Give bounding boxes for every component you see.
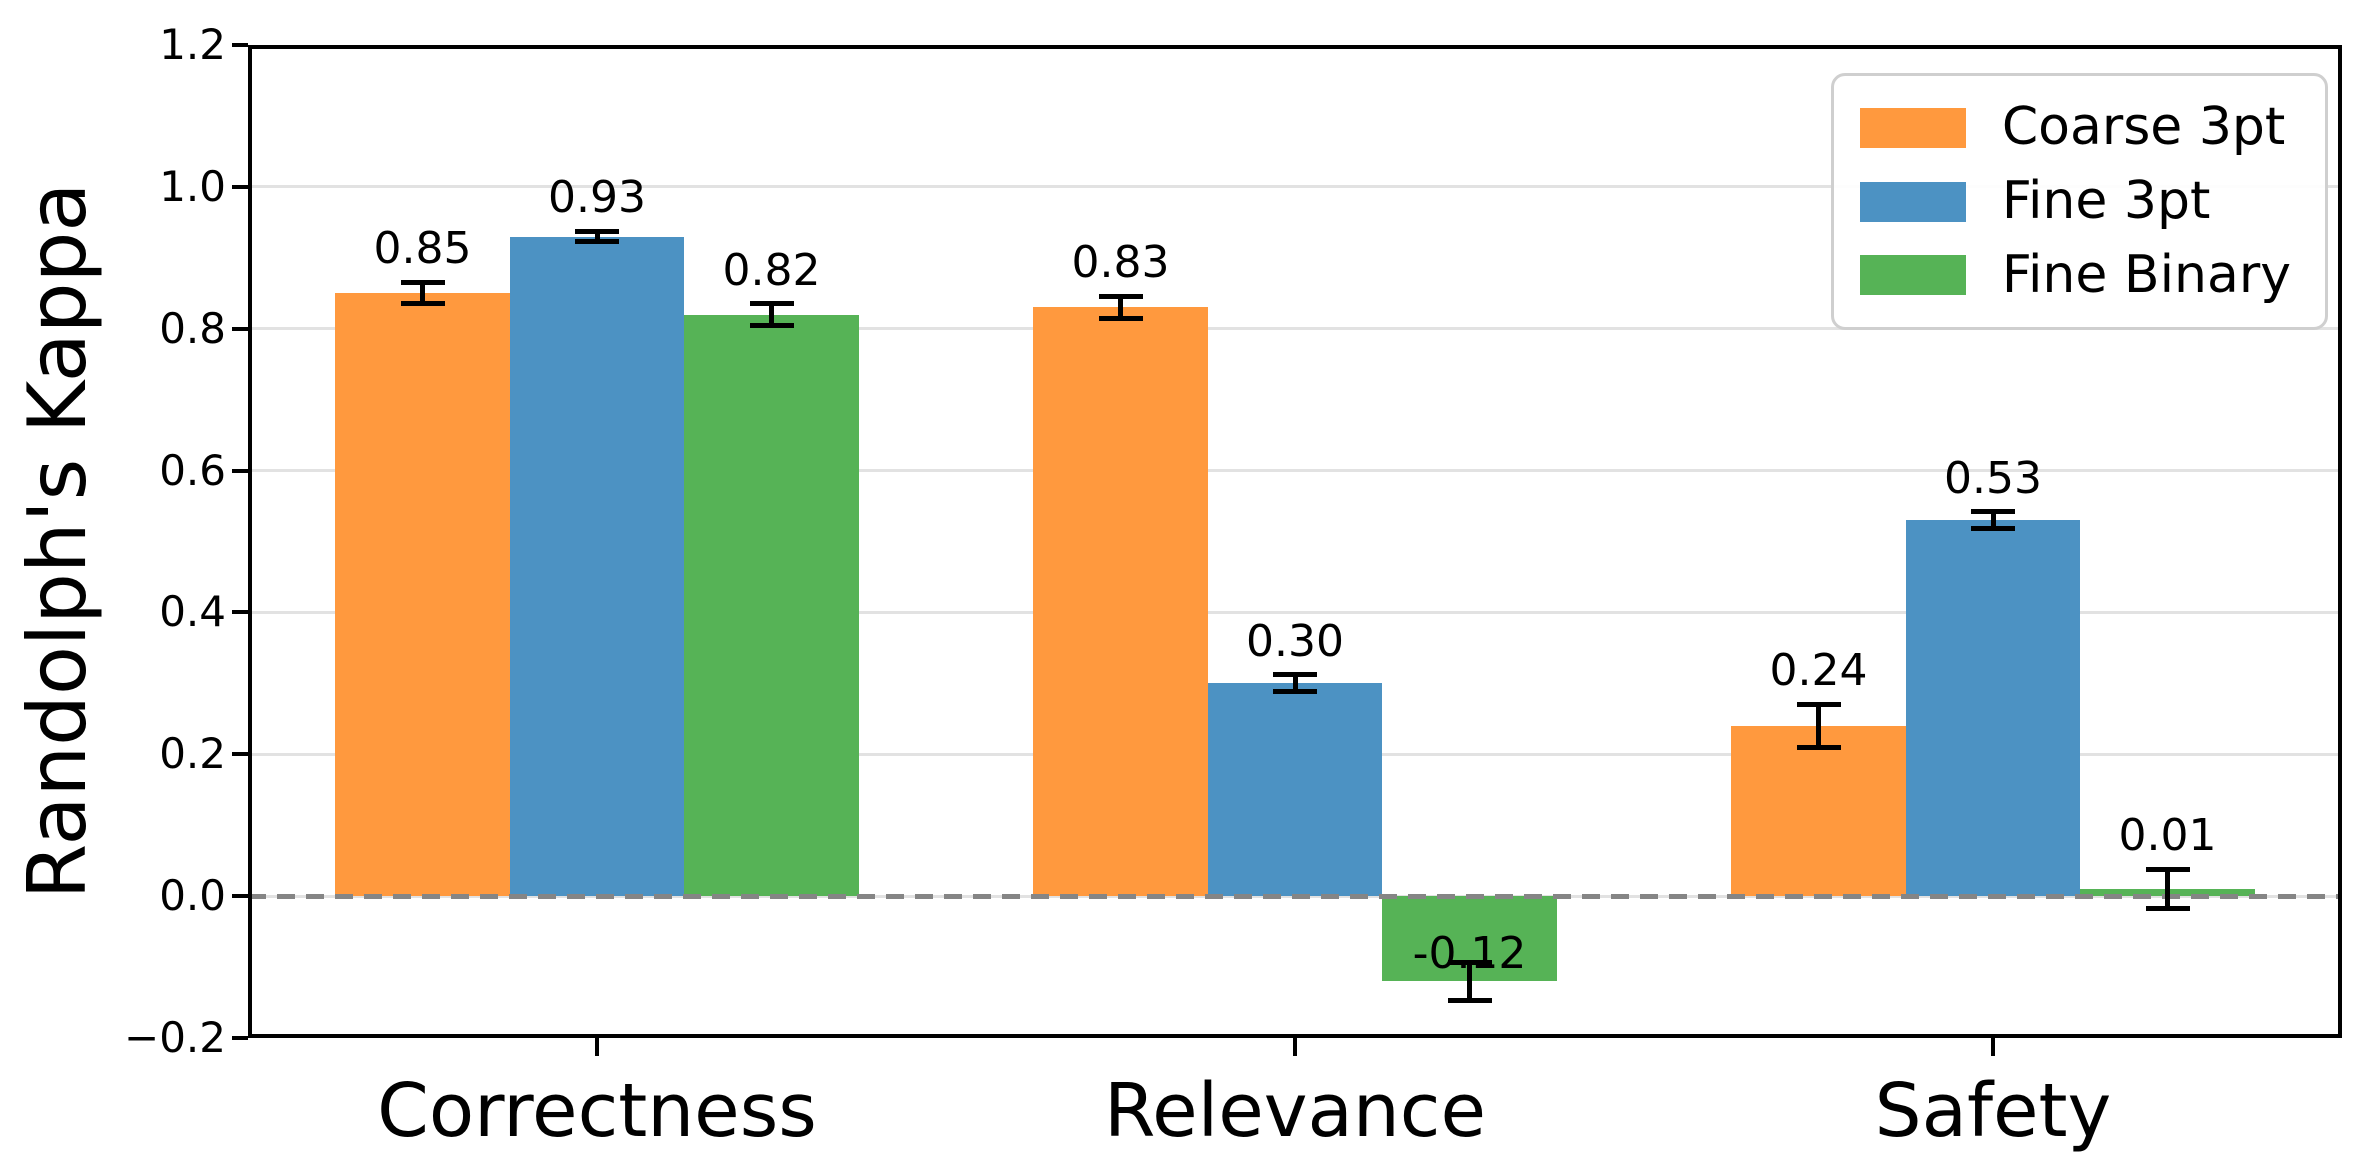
y-tick-mark	[232, 752, 248, 757]
x-tick-mark	[1991, 1038, 1995, 1056]
error-bar	[769, 303, 774, 326]
bar-value-label: 0.83	[1071, 236, 1170, 288]
y-tick-mark	[232, 1036, 248, 1040]
bar-value-label: 0.53	[1944, 452, 2042, 504]
bar-value-label: 0.93	[548, 172, 646, 224]
y-tick-label: 0.8	[159, 303, 226, 353]
bar-correctness-coarse-3pt	[335, 293, 510, 897]
bar-value-label: 0.01	[2118, 810, 2217, 862]
error-bar	[1292, 674, 1298, 692]
error-bar-cap-top	[2145, 866, 2190, 872]
y-tick-mark	[232, 326, 248, 331]
legend-swatch-coarse-3pt	[1859, 107, 1966, 148]
plot-area: 0.85 0.83 0.24 0.93 0.30 0.53 0.82 -0.12 0.01 Co…	[248, 45, 2342, 1038]
bar-correctness-fine-binary	[684, 314, 859, 897]
error-bar	[1816, 704, 1821, 748]
error-bar-cap-top	[400, 280, 445, 286]
error-bar-cap-bottom	[1098, 316, 1143, 322]
error-bar	[420, 282, 425, 304]
y-tick-mark	[232, 468, 248, 473]
bar-correctness-fine-3pt	[509, 236, 685, 897]
bar-relevance-coarse-3pt	[1033, 307, 1208, 897]
bar-safety-coarse-3pt	[1731, 725, 1906, 897]
error-bar-cap-bottom	[1971, 526, 2015, 532]
error-bar	[1467, 962, 1472, 1001]
y-tick-label: 0.0	[159, 871, 226, 921]
y-axis-label: Randolph's Kappa	[11, 182, 104, 900]
gridline	[248, 469, 2342, 473]
error-bar-cap-top	[749, 301, 794, 307]
x-tick-label-correctness: Correctness	[377, 1068, 817, 1154]
error-bar-cap-top	[1447, 959, 1492, 965]
bar-value-label: -0.12	[1412, 928, 1527, 980]
gridline	[248, 327, 2342, 331]
error-bar-cap-bottom	[749, 322, 794, 328]
legend-label-fine-binary: Fine Binary	[2001, 244, 2291, 305]
y-tick-label: 0.2	[159, 729, 226, 779]
legend: Coarse 3pt Fine 3pt Fine Binary	[1830, 73, 2328, 331]
gridline	[248, 610, 2342, 614]
legend-item-fine-3pt: Fine 3pt	[1859, 170, 2291, 232]
y-tick-label: −0.2	[124, 1013, 226, 1062]
y-tick-mark	[232, 43, 248, 47]
bar-safety-fine-3pt	[1905, 520, 2081, 897]
y-tick-label: 0.6	[159, 445, 226, 495]
error-bar-cap-top	[1971, 509, 2015, 515]
legend-label-coarse-3pt: Coarse 3pt	[2001, 97, 2286, 157]
error-bar	[1990, 511, 1996, 529]
error-bar	[1118, 296, 1123, 319]
y-tick-label: 0.4	[159, 587, 226, 637]
y-tick-mark	[232, 184, 248, 189]
legend-label-fine-3pt: Fine 3pt	[2001, 170, 2211, 231]
zero-baseline	[248, 893, 2342, 899]
error-bar	[594, 231, 600, 242]
bar-value-label: 0.24	[1769, 645, 1868, 697]
bar-value-label: 0.30	[1246, 615, 1344, 667]
bar-relevance-fine-3pt	[1207, 683, 1383, 897]
bar-value-label: 0.85	[373, 223, 472, 275]
legend-item-fine-binary: Fine Binary	[1859, 244, 2291, 306]
y-tick-mark	[232, 610, 248, 615]
x-tick-mark	[1293, 1038, 1297, 1056]
bar-value-label: 0.82	[722, 244, 821, 296]
gridline	[248, 185, 2342, 189]
x-tick-label-relevance: Relevance	[1104, 1068, 1486, 1154]
error-bar-cap-top	[575, 229, 619, 235]
error-bar-cap-bottom	[1273, 689, 1317, 695]
error-bar	[2165, 869, 2170, 909]
y-tick-label: 1.0	[159, 161, 226, 211]
legend-swatch-fine-binary	[1859, 255, 1966, 296]
error-bar-cap-top	[1273, 672, 1317, 678]
error-bar-cap-top	[1796, 702, 1841, 708]
error-bar-cap-bottom	[1447, 997, 1492, 1003]
error-bar-cap-bottom	[1796, 744, 1841, 750]
y-tick-label: 1.2	[159, 20, 226, 69]
legend-item-coarse-3pt: Coarse 3pt	[1859, 97, 2291, 158]
legend-swatch-fine-3pt	[1859, 181, 1966, 222]
error-bar-cap-bottom	[400, 301, 445, 307]
error-bar-cap-top	[1098, 293, 1143, 299]
error-bar-cap-bottom	[575, 238, 619, 244]
error-bar-cap-bottom	[2145, 906, 2190, 912]
x-tick-label-safety: Safety	[1874, 1068, 2112, 1154]
y-tick-mark	[232, 894, 248, 899]
x-tick-mark	[595, 1038, 599, 1056]
